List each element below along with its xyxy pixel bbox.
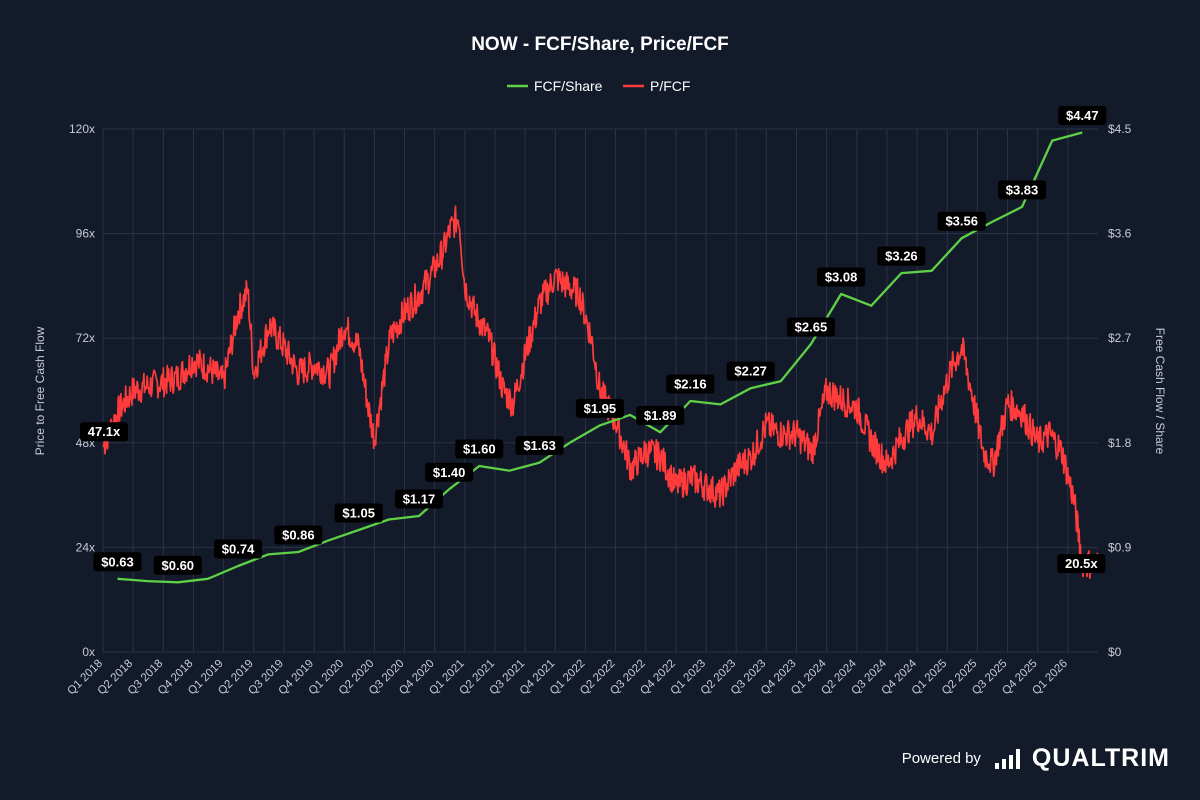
data-label-fcf: $4.47 xyxy=(1058,105,1107,125)
data-label-fcf-bg xyxy=(877,246,926,266)
data-label-fcf: $1.40 xyxy=(425,462,474,482)
y-axis-left-title: Price to Free Cash Flow xyxy=(33,326,47,455)
data-label-fcf-text: $2.27 xyxy=(734,364,767,379)
data-label-fcf-bg xyxy=(334,503,383,523)
data-label-pfcf-end-bg xyxy=(1057,554,1106,574)
data-label-fcf-text: $2.65 xyxy=(795,320,828,335)
data-label-fcf-text: $3.83 xyxy=(1006,182,1039,197)
data-label-fcf-bg xyxy=(1058,105,1107,125)
y-axis-right: $0 $0.9 $1.8 $2.7 $3.6 $4.5 xyxy=(1108,122,1132,659)
data-label-pfcf-end: 20.5x xyxy=(1057,554,1106,574)
data-label-fcf-bg xyxy=(153,555,202,575)
y-left-tick-label: 120x xyxy=(69,122,95,136)
data-label-fcf-text: $1.60 xyxy=(463,442,496,457)
chart-title: NOW - FCF/Share, Price/FCF xyxy=(471,34,729,55)
y-left-tick-label: 24x xyxy=(76,540,95,554)
data-labels: $0.63 $0.60 $0.74 $0.86 $1.05 $1.17 $1.40 $1.60… xyxy=(80,105,1107,575)
data-label-fcf-bg xyxy=(575,398,624,418)
y-right-tick-label: $3.6 xyxy=(1108,227,1132,241)
data-label-fcf-text: $0.63 xyxy=(101,554,134,569)
powered-by-text: Powered by xyxy=(901,750,981,767)
y-right-tick-label: $0.9 xyxy=(1108,540,1132,554)
data-label-fcf: $1.60 xyxy=(455,439,504,459)
legend: FCF/Share P/FCF xyxy=(507,78,690,94)
data-label-fcf-text: $1.40 xyxy=(433,465,466,480)
data-label-fcf-bg xyxy=(93,552,142,572)
footer: Powered by QUALTRIM xyxy=(902,744,1170,773)
y-left-tick-label: 96x xyxy=(76,227,95,241)
data-label-fcf-bg xyxy=(937,211,986,231)
data-label-fcf: $0.74 xyxy=(214,539,263,559)
data-label-fcf-text: $3.08 xyxy=(825,270,858,285)
data-label-fcf-text: $4.47 xyxy=(1066,108,1099,123)
data-label-fcf: $0.63 xyxy=(93,552,142,572)
data-label-fcf-bg xyxy=(636,405,685,425)
series-line-fcf xyxy=(117,131,1083,584)
legend-label-fcf: FCF/Share xyxy=(534,78,603,94)
data-label-fcf: $0.86 xyxy=(274,525,323,545)
data-label-fcf-text: $0.60 xyxy=(162,558,195,573)
data-label-fcf-bg xyxy=(786,317,835,337)
y-axis-right-title: Free Cash Flow / Share xyxy=(1153,328,1167,455)
data-label-fcf-bg xyxy=(817,267,866,287)
data-label-pfcf-end-text: 20.5x xyxy=(1065,556,1098,571)
data-label-pfcf-start-bg xyxy=(80,422,128,442)
y-left-tick-label: 72x xyxy=(76,331,95,345)
data-label-fcf: $1.95 xyxy=(575,398,624,418)
data-label-fcf-bg xyxy=(394,489,443,509)
data-label-pfcf-start: 47.1x xyxy=(80,422,128,442)
data-label-fcf: $3.26 xyxy=(877,246,926,266)
data-label-fcf-text: $0.86 xyxy=(282,528,315,543)
series-line-pfcf xyxy=(102,205,1099,579)
data-label-fcf-text: $1.89 xyxy=(644,408,677,423)
data-label-fcf-bg xyxy=(274,525,323,545)
data-label-fcf: $0.60 xyxy=(153,555,202,575)
series-group xyxy=(102,131,1099,584)
data-label-fcf-text: $2.16 xyxy=(674,376,707,391)
data-label-fcf-text: $1.05 xyxy=(342,505,375,520)
data-label-fcf-bg xyxy=(214,539,263,559)
y-right-tick-label: $4.5 xyxy=(1108,122,1132,136)
data-label-fcf: $3.56 xyxy=(937,211,986,231)
data-label-fcf-text: $1.95 xyxy=(584,401,617,416)
data-label-fcf: $3.83 xyxy=(998,180,1047,200)
data-label-fcf: $3.08 xyxy=(817,267,866,287)
data-label-pfcf-start-text: 47.1x xyxy=(88,424,121,439)
grid xyxy=(102,128,1098,653)
data-label-fcf: $1.05 xyxy=(334,503,383,523)
data-label-fcf: $1.17 xyxy=(394,489,443,509)
data-label-fcf-text: $1.63 xyxy=(523,438,556,453)
data-label-fcf-bg xyxy=(726,361,775,381)
y-right-tick-label: $2.7 xyxy=(1108,331,1132,345)
y-right-tick-label: $0 xyxy=(1108,645,1122,659)
data-label-fcf-text: $3.56 xyxy=(945,214,978,229)
data-label-fcf: $1.89 xyxy=(636,405,685,425)
y-left-tick-label: 0x xyxy=(82,645,95,659)
data-label-fcf-text: $1.17 xyxy=(403,492,436,507)
data-label-fcf-bg xyxy=(425,462,474,482)
data-label-fcf: $2.65 xyxy=(786,317,835,337)
data-label-fcf-bg xyxy=(666,374,715,394)
y-right-tick-label: $1.8 xyxy=(1108,436,1132,450)
data-label-fcf: $1.63 xyxy=(515,436,564,456)
data-label-fcf-text: $0.74 xyxy=(222,541,255,556)
data-label-fcf: $2.16 xyxy=(666,374,715,394)
data-label-fcf: $2.27 xyxy=(726,361,775,381)
data-label-fcf-text: $3.26 xyxy=(885,249,918,264)
data-label-fcf-bg xyxy=(998,180,1047,200)
data-label-fcf-bg xyxy=(515,436,564,456)
legend-label-pfcf: P/FCF xyxy=(650,78,690,94)
data-label-fcf-bg xyxy=(455,439,504,459)
brand-name: QUALTRIM xyxy=(1031,744,1170,772)
qualtrim-bars-icon xyxy=(994,748,1020,769)
